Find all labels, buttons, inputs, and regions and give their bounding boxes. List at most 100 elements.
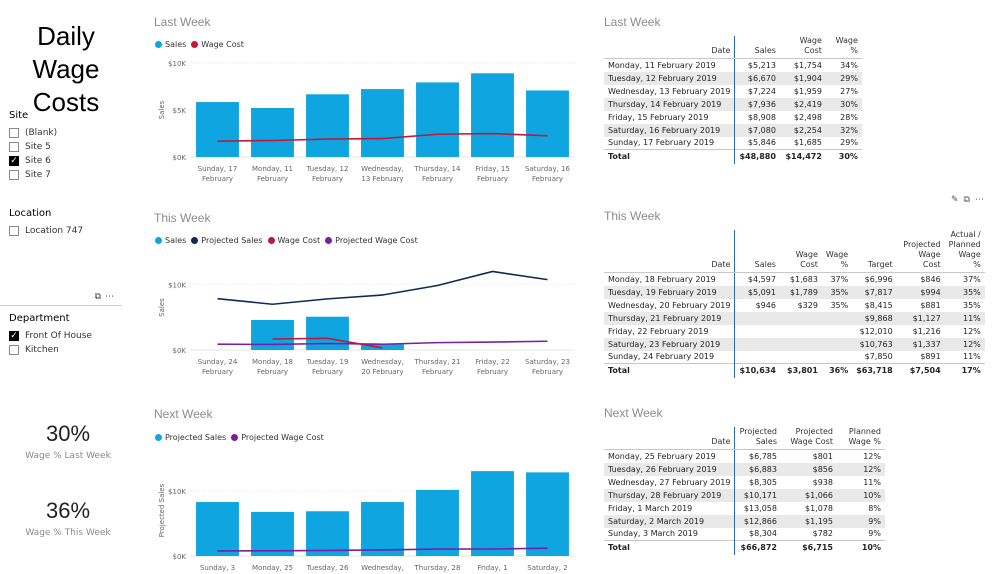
focus-mode-icon[interactable]: ⧉ xyxy=(94,292,105,302)
column-header[interactable]: Date xyxy=(604,36,736,59)
more-options-icon[interactable]: ⋯ xyxy=(105,292,118,302)
legend-dot-icon xyxy=(191,237,199,244)
column-header-text: Projected xyxy=(903,240,941,249)
column-header[interactable]: Sales xyxy=(734,230,780,273)
table-row[interactable]: Saturday, 2 March 2019 $12,866 $1,195 9% xyxy=(604,514,885,528)
table-cell: $994 xyxy=(896,285,945,299)
column-header-text: Target xyxy=(867,260,893,269)
checkbox-icon[interactable] xyxy=(9,142,19,152)
checkbox-icon[interactable] xyxy=(9,170,19,180)
table-row[interactable]: Tuesday, 19 February 2019 $5,091 $1,789 35%… xyxy=(604,285,985,299)
next-week-combo-chart: Projected Sales $0K $10K Sunday, 3 Monday, 2… xyxy=(158,471,575,572)
table-row[interactable]: Monday, 11 February 2019 $5,213 $1,754 34% xyxy=(604,58,862,72)
table-row[interactable]: Thursday, 14 February 2019 $7,936 $2,419 30… xyxy=(604,97,862,111)
table-row[interactable]: Friday, 22 February 2019 $12,010 $1,216 12% xyxy=(604,324,985,338)
table-row[interactable]: Sunday, 24 February 2019 $7,850 $891 11% xyxy=(604,350,985,364)
bar xyxy=(416,489,459,556)
y-tick-label: $10K xyxy=(168,488,186,496)
table-cell: 9% xyxy=(868,529,881,539)
legend-item[interactable]: Projected Wage Cost xyxy=(325,236,418,245)
table-row[interactable]: Friday, 15 February 2019 $8,908 $2,498 28% xyxy=(604,110,862,124)
table-row[interactable]: Sunday, 17 February 2019 $5,846 $1,685 29% xyxy=(604,136,862,150)
focus-mode-icon[interactable]: ⧉ xyxy=(963,195,975,205)
slicer-option[interactable]: (Blank) xyxy=(9,126,57,140)
table-row[interactable]: Saturday, 16 February 2019 $7,080 $2,254 32… xyxy=(604,123,862,137)
table-cell xyxy=(734,311,780,325)
pin-icon[interactable]: ✎ xyxy=(951,195,964,205)
table-row[interactable]: Monday, 25 February 2019 $6,785 $801 12% xyxy=(604,449,885,463)
column-header[interactable]: Projected Sales xyxy=(734,427,781,450)
x-tick-label: Monday, 25 xyxy=(252,564,293,572)
table-cell: 8% xyxy=(868,503,881,513)
column-header[interactable]: Wage Cost xyxy=(779,230,822,273)
bar xyxy=(361,343,404,350)
table-row[interactable]: Wednesday, 13 February 2019 $7,224 $1,959 2… xyxy=(604,84,862,98)
column-header[interactable]: Actual / Planned Wage % xyxy=(944,230,985,273)
table-cell: $8,415 xyxy=(864,300,893,310)
table-row[interactable]: Monday, 18 February 2019 $4,597 $1,683 37% $… xyxy=(604,272,985,286)
column-header[interactable]: Date xyxy=(604,427,736,450)
legend-item[interactable]: Projected Wage Cost xyxy=(231,433,324,442)
table-row[interactable]: Sunday, 3 March 2019 $8,304 $782 9% xyxy=(604,527,885,541)
legend-item[interactable]: Projected Sales xyxy=(155,433,226,442)
column-header[interactable]: Planned Wage % xyxy=(836,427,885,450)
table-cell: Sunday, 24 February 2019 xyxy=(604,350,736,364)
slicer-option[interactable]: Kitchen xyxy=(9,343,92,357)
legend-item[interactable]: Wage Cost xyxy=(191,40,244,49)
slicer-option[interactable]: ✓ Site 6 xyxy=(9,154,57,168)
table-total-row: Total $10,634 $3,801 36% $63,718 $7,504 17% xyxy=(604,363,985,378)
table-cell: 30% xyxy=(825,97,862,111)
column-header[interactable]: Projected Wage Cost xyxy=(780,427,837,450)
x-tick-label: Tuesday, 12 xyxy=(306,165,349,173)
legend-item[interactable]: Sales xyxy=(155,236,186,245)
column-header[interactable]: Wage% xyxy=(821,230,853,273)
column-header[interactable]: Sales xyxy=(734,36,780,59)
card-value: 36% xyxy=(45,498,91,523)
next-week-table-title: Next Week xyxy=(604,406,663,420)
this-week-table: Date Sales Wage Cost Wage% Target Projected Wag… xyxy=(604,230,985,378)
checkbox-icon[interactable] xyxy=(9,226,19,236)
slicer-option[interactable]: Site 7 xyxy=(9,168,57,182)
table-cell: $5,846 xyxy=(747,138,776,148)
table-row[interactable]: Tuesday, 12 February 2019 $6,670 $1,904 29% xyxy=(604,71,862,85)
column-header[interactable]: Wage % xyxy=(825,36,862,59)
legend-dot-icon xyxy=(155,237,162,244)
table-row[interactable]: Thursday, 28 February 2019 $10,171 $1,066 1… xyxy=(604,488,885,502)
slicer-option-label: Site 7 xyxy=(25,170,51,180)
column-header[interactable]: Date xyxy=(604,230,736,273)
checkbox-checked-icon[interactable]: ✓ xyxy=(9,330,19,341)
table-row[interactable]: Friday, 1 March 2019 $13,058 $1,078 8% xyxy=(604,501,885,515)
column-header[interactable]: Target xyxy=(852,230,897,273)
table-cell: Wednesday, 20 February 2019 xyxy=(604,298,736,312)
column-header-text: Wage xyxy=(825,250,849,259)
slicer-option[interactable]: ✓ Front Of House xyxy=(9,329,92,343)
table-row[interactable]: Tuesday, 26 February 2019 $6,883 $856 12% xyxy=(604,462,885,476)
more-options-icon[interactable]: ⋯ xyxy=(974,195,989,205)
table-total-cell: Total xyxy=(604,363,736,378)
column-header[interactable]: Wage Cost xyxy=(779,36,826,59)
slicer-option[interactable]: Site 5 xyxy=(9,140,57,154)
table-row[interactable]: Thursday, 21 February 2019 $9,868 $1,127 11… xyxy=(604,311,985,325)
table-row[interactable]: Wednesday, 20 February 2019 $946 $329 35% $8… xyxy=(604,298,985,312)
table-cell: 28% xyxy=(840,112,858,122)
x-tick-label: 13 February xyxy=(361,175,403,183)
table-total-row: Total $66,872 $6,715 10% xyxy=(604,540,885,555)
legend-item[interactable]: Sales xyxy=(155,40,186,49)
x-tick-label: Saturday, 2 xyxy=(527,564,567,572)
slicer-option-label: Location 747 xyxy=(25,226,84,236)
table-total-cell: Total xyxy=(604,540,736,555)
table-row[interactable]: Saturday, 23 February 2019 $10,763 $1,337 1… xyxy=(604,337,985,351)
checkbox-checked-icon[interactable]: ✓ xyxy=(9,155,19,166)
checkbox-icon[interactable] xyxy=(9,345,19,355)
table-cell xyxy=(780,351,822,364)
legend-item[interactable]: Wage Cost xyxy=(267,236,320,245)
table-row[interactable]: Wednesday, 27 February 2019 $8,305 $938 11% xyxy=(604,475,885,489)
y-axis-label: Sales xyxy=(158,100,166,119)
checkbox-icon[interactable] xyxy=(9,128,19,138)
page-title: Daily Wage Costs xyxy=(32,21,100,117)
table-cell: $1,904 xyxy=(779,71,826,85)
legend-item[interactable]: Projected Sales xyxy=(191,236,263,245)
slicer-option[interactable]: Location 747 xyxy=(9,224,83,238)
column-header-text: Sales xyxy=(754,260,776,269)
column-header[interactable]: Projected Wage Cost xyxy=(896,230,945,273)
